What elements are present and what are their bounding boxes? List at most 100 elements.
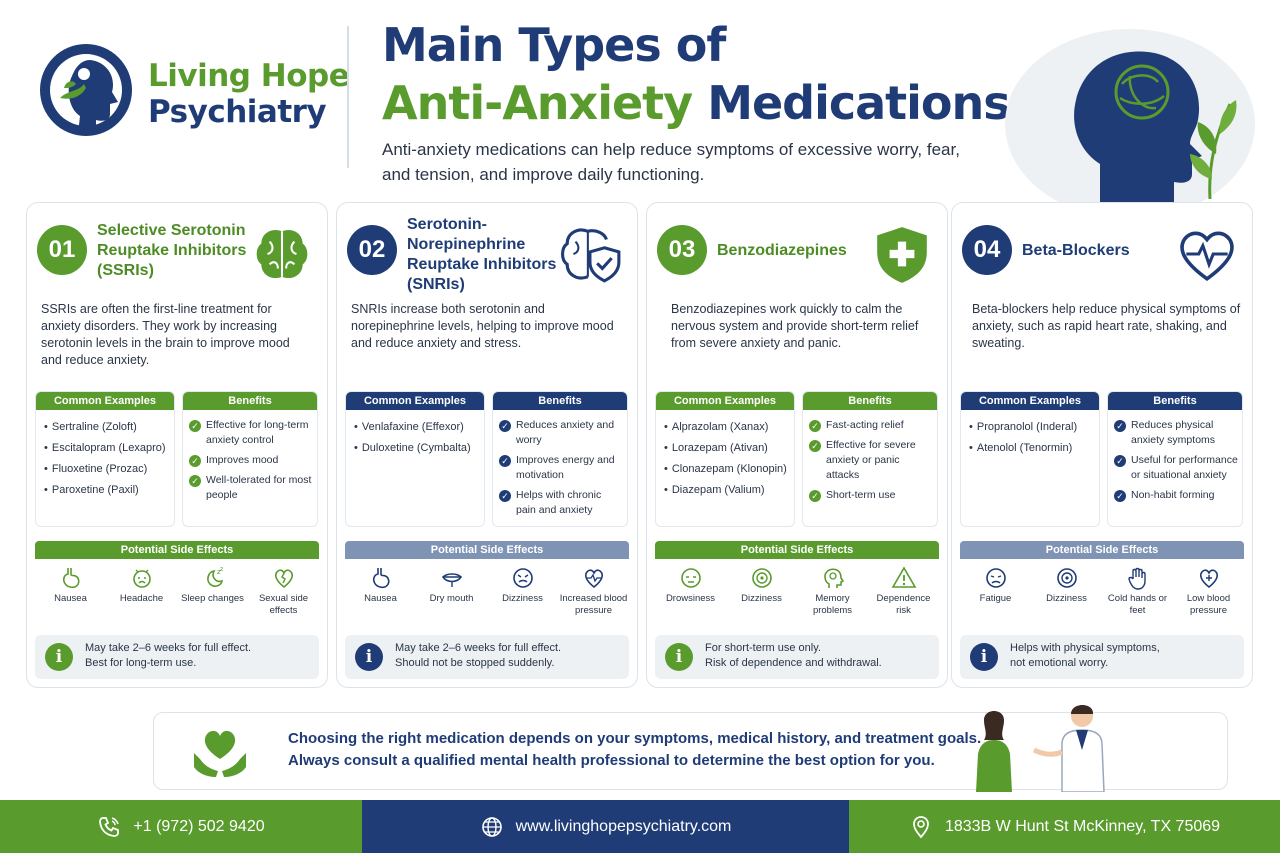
card-note: i For short-term use only. Risk of depend… [655,635,939,679]
footer-address[interactable]: 1833B W Hunt St McKinney, TX 75069 [849,800,1280,853]
benefits-box: Benefits ✓ Effective for long-term anxiet… [182,391,318,527]
examples-header: Common Examples [656,392,794,410]
footer-phone[interactable]: +1 (972) 502 9420 [0,800,362,853]
side-effects-section: Potential Side Effects Nausea Headache z… [35,541,319,631]
headache-icon [132,569,151,588]
benefit-item: ✓ Improves energy and motivation [499,453,623,483]
check-icon: ✓ [499,455,511,467]
dizziness-spiral-icon [751,568,772,588]
title-green-word: Anti-Anxiety [382,76,693,130]
side-effect-item: Memory problems [797,559,868,617]
banner-text: Choosing the right medication depends on… [288,728,981,772]
benefit-item: ✓ Reduces anxiety and worry [499,418,623,448]
side-effect-item: Headache [106,559,177,617]
check-icon: ✓ [499,420,511,432]
info-icon: i [970,643,998,671]
note-line-1: May take 2–6 weeks for full effect. [85,642,252,654]
example-item: Venlafaxine (Effexor) [354,420,478,434]
card-benzodiazepines: 03 Benzodiazepines Benzodiazepines work … [646,202,948,688]
svg-text:z: z [217,568,221,576]
stomach-icon [62,568,80,589]
note-line-2: Should not be stopped suddenly. [395,657,555,669]
side-effect-item: Dizziness [1031,559,1102,617]
check-icon: ✓ [1114,420,1126,432]
note-line-1: Helps with physical symptoms, [1010,642,1160,654]
note-line-2: Risk of dependence and withdrawal. [705,657,882,669]
page-subtitle: Anti-anxiety medications can help reduce… [382,140,960,184]
check-icon: ✓ [809,420,821,432]
brand-line-1: Living Hope [148,58,350,94]
check-icon: ✓ [809,490,821,502]
note-text: May take 2–6 weeks for full effect. Shoul… [395,641,561,671]
examples-box: Common Examples Propranolol (Inderal) At… [960,391,1100,527]
note-line-2: not emotional worry. [1010,657,1109,669]
card-note: i May take 2–6 weeks for full effect. Bes… [35,635,319,679]
card-title: Selective Serotonin Reuptake Inhibitors … [97,222,247,279]
example-item: Lorazepam (Ativan) [664,441,788,455]
check-icon: ✓ [189,420,201,432]
check-icon: ✓ [1114,490,1126,502]
card-title: Benzodiazepines [717,242,847,259]
example-item: Atenolol (Tenormin) [969,441,1093,455]
benefit-text: Improves mood [206,454,279,466]
card-beta-blockers: 04 Beta-Blockers Beta-blockers help redu… [951,202,1253,688]
side-effect-item: Sexual side effects [248,559,319,617]
side-effect-item: Fatigue [960,559,1031,617]
benefit-item: ✓ Fast-acting relief [809,418,933,433]
benefit-text: Effective for severe anxiety or panic at… [826,439,916,481]
benefit-text: Effective for long-term anxiety control [206,419,309,446]
card-description: SNRIs increase both serotonin and norepi… [351,302,614,350]
footer-website[interactable]: www.livinghopepsychiatry.com [362,800,849,853]
benefit-item: ✓ Non-habit forming [1114,488,1238,503]
example-item: Fluoxetine (Prozac) [44,462,168,476]
benefits-box: Benefits ✓ Fast-acting relief ✓ Effective … [802,391,938,527]
benefit-text: Useful for performance or situational an… [1131,454,1238,481]
side-effects-header: Potential Side Effects [960,541,1244,559]
phone-number: +1 (972) 502 9420 [133,817,265,835]
card-number: 04 [962,225,1012,275]
examples-box: Common Examples Alprazolam (Xanax) Loraz… [655,391,795,527]
card-description: SSRIs are often the first-line treatment… [41,302,290,367]
info-icon: i [355,643,383,671]
head-brain-illustration [1005,29,1255,204]
contact-footer: +1 (972) 502 9420 www.livinghopepsychiat… [0,800,1280,853]
card-note: i May take 2–6 weeks for full effect. Sho… [345,635,629,679]
example-item: Propranolol (Inderal) [969,420,1093,434]
side-effect-item: Cold hands or feet [1102,559,1173,617]
dizzy-face-icon [512,568,533,588]
card-description: Benzodiazepines work quickly to calm the… [671,302,919,350]
example-item: Alprazolam (Xanax) [664,420,788,434]
hand-icon [1127,567,1146,590]
title-blue-word: Medications [707,76,1010,130]
note-line-1: May take 2–6 weeks for full effect. [395,642,562,654]
page-title-line-1: Main Types of [382,18,726,72]
benefit-item: ✓ Well-tolerated for most people [189,473,313,503]
benefits-box: Benefits ✓ Reduces physical anxiety sympt… [1107,391,1243,527]
heart-plus-icon [1199,569,1218,589]
stomach-icon [372,568,390,589]
benefits-header: Benefits [183,392,317,410]
card-number: 02 [347,225,397,275]
benefits-header: Benefits [803,392,937,410]
side-effects-header: Potential Side Effects [345,541,629,559]
check-icon: ✓ [1114,455,1126,467]
svg-text:z: z [220,566,223,573]
benefit-item: ✓ Effective for severe anxiety or panic a… [809,438,933,483]
benefit-item: ✓ Reduces physical anxiety symptoms [1114,418,1238,448]
card-description: Beta-blockers help reduce physical sympt… [972,302,1241,350]
benefit-text: Helps with chronic pain and anxiety [516,489,602,516]
side-effect-item: Low blood pressure [1173,559,1244,617]
card-title: Serotonin-Norepinephrine Reuptake Inhibi… [407,216,557,293]
brand-line-2: Psychiatry [148,94,327,130]
side-effects-header: Potential Side Effects [35,541,319,559]
heart-hands-icon [194,730,246,777]
phone-icon [99,816,120,837]
note-text: For short-term use only. Risk of dependen… [705,641,882,671]
advice-banner: Choosing the right medication depends on… [153,712,1228,790]
example-item: Paroxetine (Paxil) [44,483,168,497]
benefit-text: Reduces physical anxiety symptoms [1131,419,1216,446]
examples-header: Common Examples [36,392,174,410]
patient-doctor-illustration [976,705,1105,792]
example-item: Duloxetine (Cymbalta) [354,441,478,455]
